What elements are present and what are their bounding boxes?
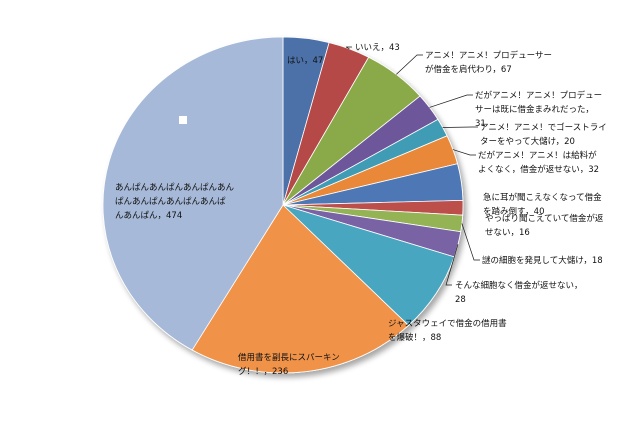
data-label-8: やっぱり聞こえていて借金が返せない，16 — [485, 213, 604, 238]
leader-line-3 — [396, 54, 423, 75]
data-label-9: 謎の細胞を発見して大儲け，18 — [482, 255, 603, 266]
data-label-5: アニメ！アニメ！でゴーストライターをやって大儲け，20 — [480, 122, 607, 147]
chart-marker — [179, 116, 187, 124]
data-label-4: だがアニメ！アニメ！プロデューサーは既に借金まみれだった， 31 — [475, 90, 602, 129]
data-labels: はい，47 いいえ，43 アニメ！アニメ！プロデューサーが借金を肩代わり，67 だがア… — [115, 43, 607, 377]
data-label-1: はい，47 — [287, 56, 323, 66]
data-label-3: アニメ！アニメ！プロデューサーが借金を肩代わり，67 — [425, 50, 552, 75]
data-label-11: ジャスタウェイで借金の借用書を爆破！，88 — [388, 318, 507, 343]
data-label-2: いいえ，43 — [355, 43, 400, 53]
leader-line-4 — [429, 94, 473, 108]
data-label-6: だがアニメ！アニメ！は給料がよくなく，借金が返せない，32 — [478, 150, 599, 175]
pie-slice-13 — [102, 36, 284, 351]
leader-line-5 — [442, 126, 478, 128]
data-label-7: 急に耳が聞こえなくなって借金を踏み倒す，40 — [483, 192, 602, 217]
leader-line-6 — [452, 149, 476, 156]
pie-slice-12 — [191, 204, 410, 374]
pie-slices — [102, 36, 464, 374]
data-label-10: そんな細胞なく借金が返せない， 28 — [455, 280, 583, 305]
leader-line-2 — [345, 46, 352, 50]
leader-line-9 — [461, 223, 480, 261]
data-label-13: あんぱんあんぱんあんぱんあんぱんあんぱんあんぱんあんぱんあんぱん，474 — [115, 183, 235, 221]
leader-line-10 — [445, 244, 459, 286]
data-label-12: 借用書を副長にスパーキング！！，236 — [238, 352, 340, 377]
